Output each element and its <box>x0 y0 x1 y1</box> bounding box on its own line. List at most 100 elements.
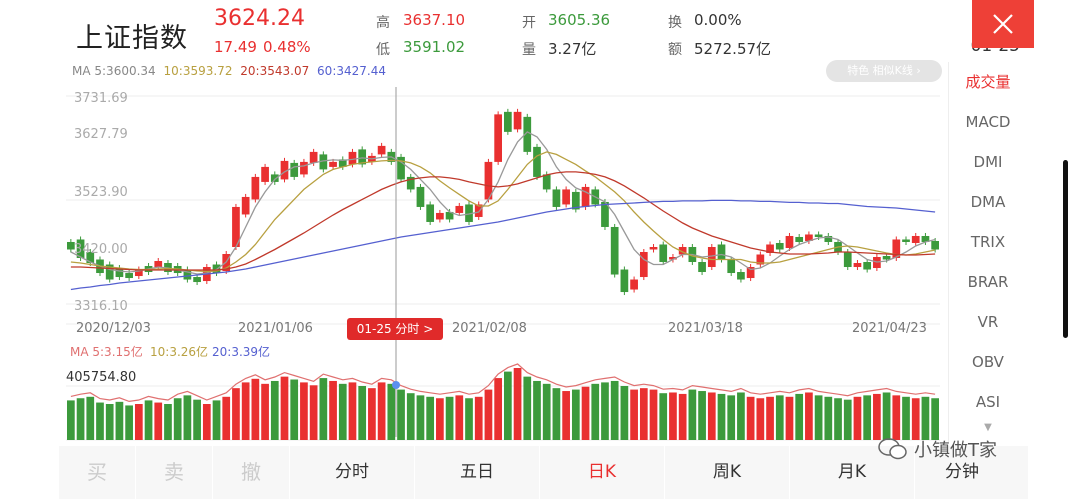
volume-bar <box>484 389 493 440</box>
volume-bar <box>183 395 192 440</box>
indicator-vr[interactable]: VR <box>977 313 999 331</box>
volume-bar <box>241 382 250 440</box>
volume-bar <box>270 380 279 440</box>
volume-bar <box>911 398 920 440</box>
volume-bar <box>659 393 668 440</box>
volume-bar <box>795 393 804 440</box>
price-change: 17.49 <box>214 38 257 56</box>
scrollbar[interactable] <box>1063 160 1068 338</box>
candle <box>494 114 502 162</box>
indicator-trix[interactable]: TRIX <box>970 233 1006 251</box>
cancel-order-button[interactable]: 撤 <box>212 446 289 499</box>
watermark: 小镇做T家 <box>878 436 997 462</box>
tab-daily-k[interactable]: 日K <box>539 446 664 499</box>
candle <box>445 211 454 220</box>
price-change-pct: 0.48% <box>263 38 311 56</box>
candle <box>639 251 648 278</box>
volume-bar <box>329 380 337 440</box>
volume-bar <box>620 386 629 440</box>
volume-bar <box>445 396 454 440</box>
volume-bar <box>319 378 328 440</box>
volume-bar <box>96 402 104 440</box>
ma10-legend: 10:3593.72 <box>163 64 233 78</box>
volume-bar <box>173 398 182 440</box>
indicator-dma[interactable]: DMA <box>970 193 1006 211</box>
kline-chart[interactable]: 3731.69 3627.79 3523.90 3420.00 3316.10 … <box>0 82 946 444</box>
volume-bar <box>193 399 201 440</box>
volume-bar <box>649 389 658 440</box>
indicator-obv[interactable]: OBV <box>972 353 1004 371</box>
volume-bar <box>756 398 765 440</box>
tab-five-day[interactable]: 五日 <box>414 446 539 499</box>
tab-monthly-k[interactable]: 月K <box>789 446 914 499</box>
volume-bar <box>698 391 706 440</box>
open-value: 3605.36 <box>548 11 611 29</box>
low-label: 低 <box>376 42 390 58</box>
candle <box>377 145 386 155</box>
candle <box>348 151 357 165</box>
volume-bar <box>474 396 483 440</box>
price-axis: 3731.69 3627.79 3523.90 3420.00 3316.10 <box>74 91 128 314</box>
candle <box>717 244 726 260</box>
indicator-volume[interactable]: 成交量 <box>965 73 1011 91</box>
tab-minute[interactable]: 分钟 <box>914 446 1009 499</box>
volume-bar <box>455 395 464 440</box>
volume-bar <box>931 398 939 440</box>
volume-bar <box>504 371 512 440</box>
indicator-asi[interactable]: ASI <box>975 393 1001 411</box>
candle <box>921 235 930 242</box>
indicator-macd[interactable]: MACD <box>965 113 1011 131</box>
volume-bar <box>134 404 143 440</box>
volume-bar <box>853 396 862 440</box>
volume-bar <box>601 382 609 440</box>
volume-bars-layer <box>67 363 939 440</box>
volume-bar <box>465 398 473 440</box>
volume-bar <box>232 388 240 440</box>
indicator-brar[interactable]: BRAR <box>967 273 1009 291</box>
current-price: 3624.24 <box>214 6 305 31</box>
candle <box>309 151 318 163</box>
close-button[interactable] <box>972 0 1034 48</box>
volume-bar <box>212 400 221 440</box>
price-tick-0: 3731.69 <box>74 91 128 106</box>
ma10-line <box>70 151 936 273</box>
price-tick-3: 3420.00 <box>74 242 128 257</box>
candle <box>426 204 435 222</box>
volume-bar <box>552 388 561 440</box>
volume-bar <box>348 382 357 440</box>
similar-kline-button[interactable]: 特色 相似K线 › <box>826 60 942 82</box>
candle <box>270 174 279 182</box>
tab-weekly-k[interactable]: 周K <box>664 446 789 499</box>
candle <box>329 161 337 167</box>
sell-button[interactable]: 卖 <box>135 446 212 499</box>
candle <box>649 246 658 250</box>
candle <box>261 166 269 182</box>
ma-lines-layer <box>70 131 936 291</box>
turnover-label: 换 <box>668 15 682 31</box>
volume-bar <box>406 393 415 440</box>
volume-bar <box>707 392 716 440</box>
tab-intraday[interactable]: 分时 <box>289 446 414 499</box>
candle <box>338 159 347 167</box>
candle <box>659 244 668 263</box>
index-title: 上证指数 <box>76 23 188 54</box>
volume-bar <box>67 400 75 440</box>
buy-button[interactable]: 买 <box>58 446 135 499</box>
candle <box>513 111 522 130</box>
menu-more-arrow-icon[interactable]: ▼ <box>984 422 992 433</box>
price-tick-4: 3316.10 <box>74 299 128 314</box>
date-tick-2: 2021/02/08 <box>452 321 527 336</box>
volume-bar <box>494 378 502 440</box>
candle <box>785 235 794 248</box>
volume-bar <box>717 393 726 440</box>
volume-bar <box>300 382 308 440</box>
crosshair-date-pill[interactable]: 01-25 分时 > <box>347 318 443 340</box>
candle <box>115 268 124 278</box>
candle <box>746 267 755 279</box>
indicator-dmi[interactable]: DMI <box>973 153 1003 171</box>
volume-bar <box>824 396 833 440</box>
volume-bar <box>76 398 85 440</box>
candle <box>601 201 609 227</box>
candle <box>931 240 939 250</box>
candle <box>455 205 464 213</box>
